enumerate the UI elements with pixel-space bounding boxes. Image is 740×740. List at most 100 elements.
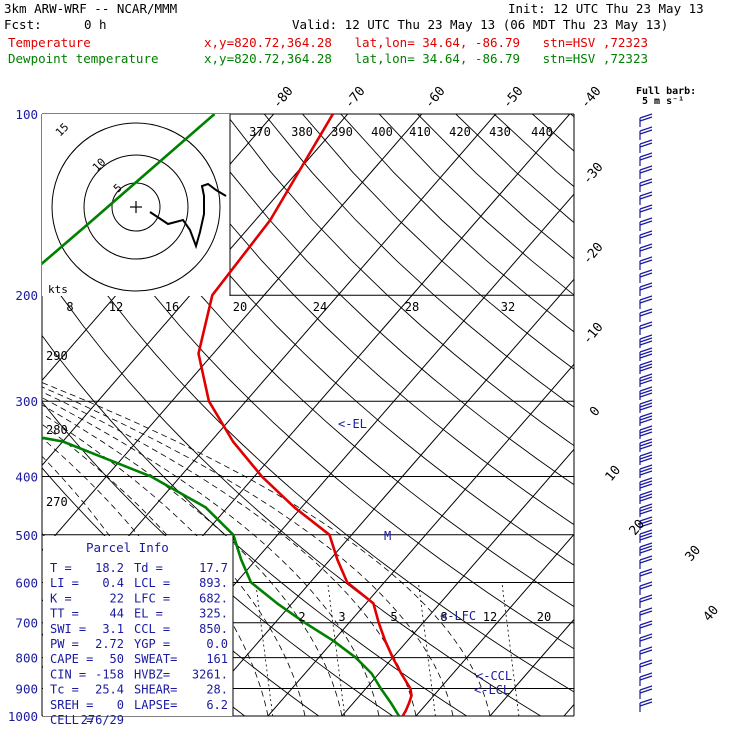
parcel-field-label: K = xyxy=(50,591,72,605)
parcel-field-value: 18.2 xyxy=(95,561,124,575)
theta-label: 390 xyxy=(331,125,353,139)
wind-barb-flag xyxy=(639,152,653,158)
wind-barb-flag xyxy=(639,412,653,418)
theta-label: 380 xyxy=(291,125,313,139)
dry-adiabat xyxy=(42,334,468,716)
isotherm-label-right: -20 xyxy=(580,240,607,268)
parcel-info-box: Parcel Info T = 18.2 Td = 17.7 LI = 0.4 LCL = 89… xyxy=(43,536,234,727)
mixing-ratio-label-low: 8 xyxy=(440,610,447,624)
theta-label: 400 xyxy=(371,125,393,139)
wind-barb-flag xyxy=(639,366,653,372)
pressure-tick-label: 400 xyxy=(15,469,38,484)
wind-barb-flag xyxy=(639,529,653,535)
theta-label: 420 xyxy=(449,125,471,139)
parcel-field-label: Tc = xyxy=(50,683,79,697)
moist-adiabat xyxy=(42,404,343,716)
dry-adiabat xyxy=(72,114,574,608)
wind-barb-flag xyxy=(639,230,653,236)
wind-barb-flag xyxy=(639,701,653,707)
parcel-field-value: 0.4 xyxy=(102,576,124,590)
level-annotation-mark: M xyxy=(384,529,391,543)
temperature-profile xyxy=(197,114,413,716)
parcel-field-label-2: EL = xyxy=(134,607,163,621)
dry-adiabat xyxy=(225,114,574,447)
theta-label: 370 xyxy=(249,125,271,139)
level-annotation: <-CCL xyxy=(476,669,512,683)
isotherm-line xyxy=(42,114,423,552)
wind-barb-flag xyxy=(639,194,653,200)
dry-adiabat xyxy=(302,114,574,370)
wind-barb-flag xyxy=(639,490,653,496)
mixing-ratio-label: 24 xyxy=(313,300,327,314)
mixing-ratio-label-low: 5 xyxy=(390,610,397,624)
wind-barb-flag xyxy=(639,139,653,145)
parcel-field-value: 3.1 xyxy=(102,622,124,636)
thetae-label: 290 xyxy=(46,349,68,363)
wind-barb-flag xyxy=(639,464,653,470)
hodograph-units: kts xyxy=(48,283,68,296)
wind-barb-flag xyxy=(639,389,653,395)
parcel-field-value: 2.72 xyxy=(95,637,124,651)
wind-barb-flag xyxy=(639,506,653,512)
dry-adiabat xyxy=(570,114,574,118)
pressure-tick-label: 600 xyxy=(15,575,38,590)
wind-barb-flag xyxy=(639,243,653,249)
wind-barb-flag xyxy=(639,636,653,642)
moist-adiabat xyxy=(42,382,491,716)
wind-barb-flag xyxy=(639,610,653,616)
wind-barb-flag xyxy=(639,535,653,541)
wind-barb-flag xyxy=(639,607,653,613)
wind-barb-flag xyxy=(639,584,653,590)
parcel-field-value-2: 6.2 xyxy=(206,698,228,712)
wind-barb-flag xyxy=(639,129,653,135)
isotherm-label-top: -40 xyxy=(578,84,605,112)
parcel-field-value: 22 xyxy=(110,591,124,605)
wind-barb-flag xyxy=(639,698,653,704)
parcel-field-value: -158 xyxy=(95,667,124,681)
parcel-field-label-2: LAPSE= xyxy=(134,698,177,712)
legend-temperature: Temperature xyxy=(8,35,91,50)
wind-barb-flag xyxy=(639,181,653,187)
isotherm-label-right: 40 xyxy=(701,603,723,625)
isotherm-line xyxy=(267,363,574,716)
mixing-ratio-line xyxy=(418,582,436,716)
mixing-ratio-label: 16 xyxy=(165,300,179,314)
parcel-field-label: SWI = xyxy=(50,622,86,636)
wind-barb-flag xyxy=(639,431,653,437)
parcel-field-value: 25.4 xyxy=(95,683,124,697)
hodograph-ring xyxy=(83,154,189,260)
moist-adiabat xyxy=(42,397,380,716)
parcel-field-value: 44 xyxy=(110,607,124,621)
wind-barb-flag xyxy=(639,324,653,330)
isotherm-label-top: -60 xyxy=(422,84,449,112)
pressure-tick-label: 500 xyxy=(15,528,38,543)
mixing-ratio-label-low: 2 xyxy=(298,610,305,624)
wind-barb-flag xyxy=(639,646,653,652)
wind-barb-flag xyxy=(639,662,653,668)
barb-key-value: 5 m s⁻¹ xyxy=(642,96,684,107)
parcel-info-title: Parcel Info xyxy=(86,540,169,555)
parcel-field-label: SREH = xyxy=(50,698,93,712)
level-annotation: <-EL xyxy=(338,417,367,431)
mixing-ratio-label: 8 xyxy=(66,300,73,314)
isotherm-label-top: -70 xyxy=(342,84,369,112)
wind-barb-flag xyxy=(639,483,653,489)
parcel-field-label-2: HVBZ= xyxy=(134,667,170,681)
mixing-ratio-label: 12 xyxy=(109,300,123,314)
parcel-field-label-2: YGP = xyxy=(134,637,170,651)
wind-barb-flag xyxy=(639,321,653,327)
wind-barb-flag xyxy=(639,360,653,366)
wind-barb-flag xyxy=(639,334,653,340)
dry-adiabat xyxy=(187,114,574,486)
mixing-ratio-label: 28 xyxy=(405,300,419,314)
wind-barb-flag xyxy=(639,493,653,499)
pressure-tick-label: 700 xyxy=(15,616,38,631)
wind-barb-flag xyxy=(639,308,653,314)
mixing-ratio-line xyxy=(665,582,682,716)
wind-barb-flag xyxy=(639,516,653,522)
isotherm-line xyxy=(627,86,740,728)
isotherm-line xyxy=(415,533,574,716)
thetae-label: 270 xyxy=(46,495,68,509)
isotherm-label-right: 30 xyxy=(683,543,705,565)
